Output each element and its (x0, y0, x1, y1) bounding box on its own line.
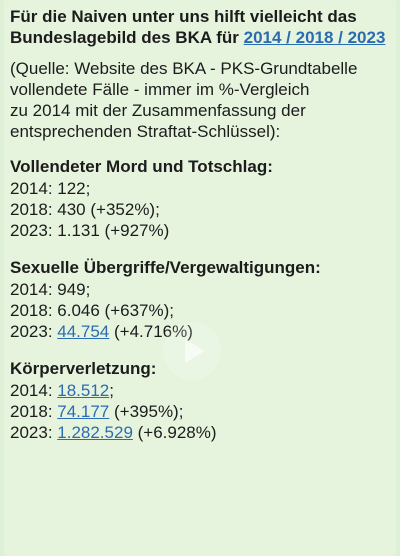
stat-change: (+6.928%) (132, 423, 217, 442)
stat-value-link[interactable]: 18.512 (57, 381, 110, 400)
source-line: (Quelle: Website des BKA - PKS-Grundtabe… (10, 59, 358, 78)
stat-change: ; (85, 280, 91, 299)
stat-change: (+395%); (109, 402, 184, 421)
message-content: Für die Naiven unter uns hilft vielleich… (10, 6, 396, 459)
source-line: zu 2014 mit der Zusammenfassung der (10, 101, 306, 120)
section-title: Körperverletzung: (10, 359, 157, 378)
stat-value: 949 (57, 280, 86, 299)
stat-row: 2023: 1.282.529 (+6.928%) (10, 422, 396, 443)
stat-value: 6.046 (57, 301, 100, 320)
stat-year: 2023: (10, 322, 58, 341)
stat-year: 2014: (10, 381, 58, 400)
stat-value-link[interactable]: 74.177 (57, 402, 110, 421)
stat-change: (+352%); (85, 200, 160, 219)
stat-value: 430 (57, 200, 86, 219)
stat-row: 2018: 430 (+352%); (10, 199, 396, 220)
message-card (4, 0, 396, 556)
headline-years-link[interactable]: 2014 / 2018 / 2023 (243, 28, 386, 47)
headline-text: Für die Naiven unter uns hilft vielleich… (10, 7, 357, 47)
stat-row: 2023: 44.754 (+4.716%) (10, 321, 396, 342)
stat-change: ; (85, 179, 91, 198)
stat-row: 2014: 949; (10, 279, 396, 300)
stat-year: 2023: (10, 221, 58, 240)
stat-row: 2018: 74.177 (+395%); (10, 401, 396, 422)
stat-year: 2014: (10, 179, 58, 198)
source-line: entsprechenden Straftat-Schlüssel): (10, 122, 281, 141)
stat-value: 122 (57, 179, 86, 198)
stat-change: (+637%); (99, 301, 174, 320)
statistics-sections: Vollendeter Mord und Totschlag: 2014: 122… (10, 156, 396, 443)
stat-change: (+4.716%) (109, 322, 193, 341)
headline: Für die Naiven unter uns hilft vielleich… (10, 6, 396, 48)
stat-year: 2023: (10, 423, 58, 442)
stat-section: Vollendeter Mord und Totschlag: 2014: 122… (10, 156, 396, 241)
stat-year: 2014: (10, 280, 58, 299)
stat-row: 2023: 1.131 (+927%) (10, 220, 396, 241)
section-title: Vollendeter Mord und Totschlag: (10, 157, 273, 176)
source-note: (Quelle: Website des BKA - PKS-Grundtabe… (10, 58, 396, 142)
stat-value: 1.131 (57, 221, 100, 240)
section-title: Sexuelle Übergriffe/Vergewaltigungen: (10, 258, 321, 277)
stat-year: 2018: (10, 200, 58, 219)
stat-value-link[interactable]: 44.754 (57, 322, 110, 341)
stat-value-link[interactable]: 1.282.529 (57, 423, 133, 442)
stat-year: 2018: (10, 301, 58, 320)
stat-change: (+927%) (99, 221, 170, 240)
stat-row: 2014: 122; (10, 178, 396, 199)
source-line: vollendete Fälle - immer im %-Vergleich (10, 80, 310, 99)
stat-year: 2018: (10, 402, 58, 421)
play-icon[interactable] (163, 322, 221, 380)
stat-row: 2014: 18.512; (10, 380, 396, 401)
stat-section: Sexuelle Übergriffe/Vergewaltigungen: 201… (10, 257, 396, 342)
stat-section: Körperverletzung: 2014: 18.512; 2018: 74.1… (10, 358, 396, 443)
stat-change: ; (109, 381, 114, 400)
stat-row: 2018: 6.046 (+637%); (10, 300, 396, 321)
